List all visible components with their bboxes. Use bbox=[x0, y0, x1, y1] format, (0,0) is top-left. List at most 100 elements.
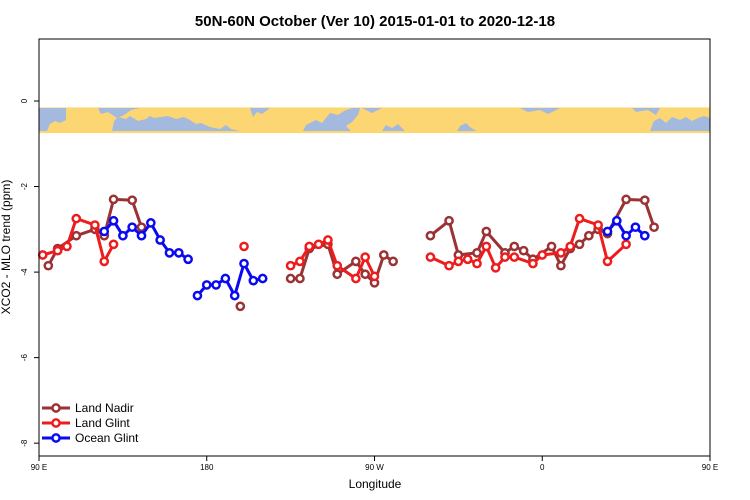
data-point bbox=[444, 260, 454, 271]
data-point bbox=[360, 252, 371, 262]
data-point bbox=[211, 280, 221, 290]
data-point bbox=[145, 218, 156, 228]
data-point bbox=[611, 215, 622, 226]
data-point bbox=[481, 226, 492, 237]
data-point bbox=[481, 241, 492, 252]
data-point bbox=[285, 273, 296, 284]
data-point bbox=[127, 222, 138, 233]
ocean-shape bbox=[303, 108, 360, 131]
data-point bbox=[52, 245, 63, 256]
data-point bbox=[574, 213, 585, 224]
y-tick-label: -2 bbox=[20, 182, 29, 190]
data-point bbox=[472, 247, 482, 258]
data-point bbox=[136, 230, 147, 241]
y-tick-label: -4 bbox=[20, 268, 29, 276]
data-point bbox=[239, 241, 249, 252]
data-point bbox=[173, 247, 184, 258]
world-map-band bbox=[39, 107, 710, 134]
ocean-shape bbox=[520, 108, 560, 114]
data-point bbox=[518, 245, 529, 256]
data-point bbox=[453, 256, 464, 267]
data-point bbox=[602, 256, 613, 267]
data-point bbox=[602, 226, 613, 237]
y-tick-label: 0 bbox=[20, 98, 29, 103]
data-point bbox=[43, 260, 54, 271]
ocean-shape bbox=[457, 123, 476, 131]
data-point bbox=[593, 220, 604, 230]
data-point bbox=[621, 239, 631, 250]
data-point bbox=[388, 256, 398, 267]
data-point bbox=[295, 273, 305, 284]
x-axis-label: Longitude bbox=[349, 477, 402, 491]
data-point bbox=[378, 250, 389, 260]
data-point bbox=[118, 230, 128, 241]
data-point bbox=[369, 271, 380, 282]
legend-item: Land Glint bbox=[42, 416, 130, 430]
legend-label: Land Nadir bbox=[75, 401, 134, 415]
data-point bbox=[164, 247, 175, 258]
data-point bbox=[649, 222, 659, 233]
legend-marker bbox=[51, 418, 61, 428]
data-point bbox=[136, 222, 147, 233]
x-tick-label: 90 E bbox=[31, 463, 47, 472]
data-point bbox=[257, 273, 268, 284]
data-point bbox=[183, 254, 193, 265]
chart-title: 50N-60N October (Ver 10) 2015-01-01 to 2… bbox=[195, 13, 555, 30]
series-layer bbox=[37, 194, 659, 312]
data-point bbox=[285, 260, 296, 271]
data-point bbox=[639, 230, 650, 241]
data-point bbox=[332, 260, 343, 271]
series-line bbox=[290, 242, 394, 285]
x-tick-label: 90 E bbox=[702, 463, 718, 472]
data-point bbox=[155, 235, 166, 245]
data-point bbox=[574, 239, 585, 250]
axes-ticks: 90 E 180 90 W 0 90 E 0 -2 -4 -6 -8 bbox=[20, 98, 718, 472]
data-point bbox=[556, 247, 566, 258]
data-point bbox=[546, 241, 557, 252]
data-point bbox=[71, 230, 82, 241]
data-point bbox=[304, 241, 315, 252]
data-point bbox=[462, 254, 473, 265]
data-point bbox=[99, 226, 110, 237]
data-point bbox=[127, 195, 138, 206]
data-point bbox=[425, 252, 436, 262]
data-point bbox=[360, 269, 371, 280]
data-point bbox=[621, 194, 631, 205]
legend-marker bbox=[51, 433, 61, 443]
x-tick-label: 0 bbox=[540, 463, 545, 472]
legend-label: Ocean Glint bbox=[75, 431, 139, 445]
data-point bbox=[313, 239, 324, 250]
data-point bbox=[425, 230, 436, 241]
ocean-shape bbox=[650, 116, 710, 131]
ocean-shape bbox=[632, 108, 660, 115]
data-point bbox=[332, 269, 343, 280]
legend-item: Ocean Glint bbox=[42, 431, 139, 445]
x-tick-label: 180 bbox=[200, 463, 214, 472]
data-point bbox=[62, 241, 72, 252]
legend-label: Land Glint bbox=[75, 416, 130, 430]
plot-frame bbox=[38, 38, 711, 457]
legend-marker bbox=[51, 403, 61, 413]
ocean-shape bbox=[112, 116, 240, 131]
data-point bbox=[37, 250, 48, 260]
series-ocean-glint bbox=[99, 215, 650, 301]
data-point bbox=[444, 215, 454, 226]
data-point bbox=[239, 258, 249, 269]
data-point bbox=[229, 290, 240, 301]
data-point bbox=[323, 235, 333, 245]
data-point bbox=[537, 250, 548, 260]
data-point bbox=[500, 252, 510, 262]
data-point bbox=[90, 220, 100, 230]
data-point bbox=[509, 252, 520, 262]
data-point bbox=[509, 241, 520, 252]
data-point bbox=[201, 280, 212, 290]
y-axis-label: XCO2 - MLO trend (ppm) bbox=[0, 180, 13, 315]
data-point bbox=[235, 301, 246, 312]
ocean-shape bbox=[250, 108, 270, 117]
data-point bbox=[556, 260, 566, 271]
data-point bbox=[108, 215, 119, 226]
data-point bbox=[351, 273, 361, 284]
